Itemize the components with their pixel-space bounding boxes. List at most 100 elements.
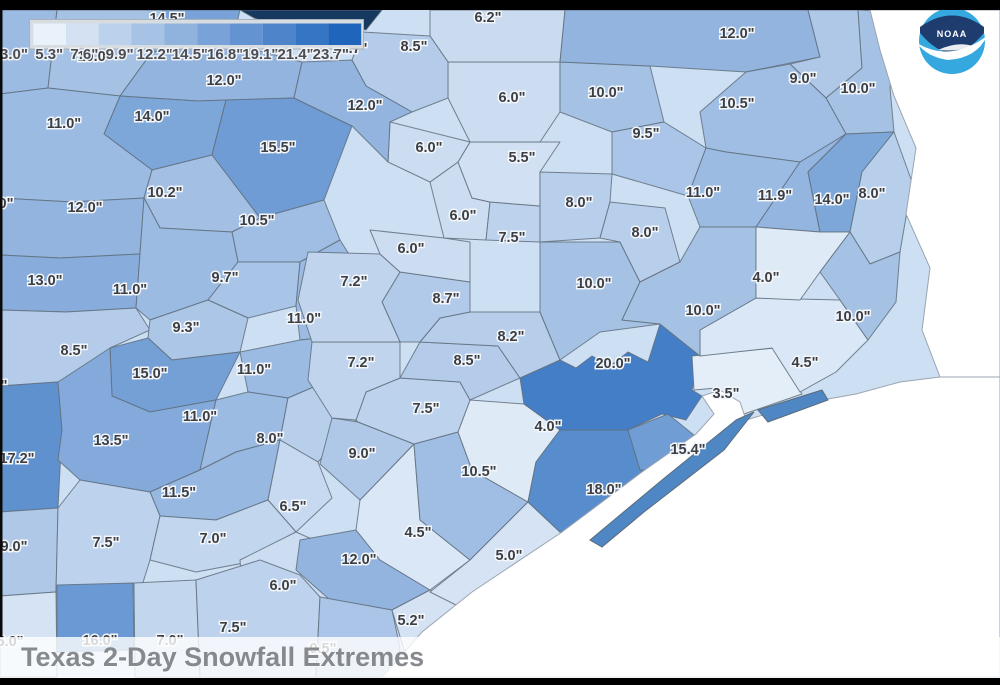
county-label: 8.0" [256,431,283,447]
legend-label: 5.3" [35,46,63,63]
county-label: 10.5" [719,96,754,112]
county-shape[interactable] [297,251,401,343]
seagull-wing-icon [938,44,973,51]
water-layer [380,9,1000,678]
county-shape[interactable] [307,341,401,421]
legend-swatch [164,23,198,45]
county-label: 10.0" [835,309,870,325]
county-label: 10.0" [685,303,720,319]
county-label: 9.3" [172,320,199,336]
map-title: Texas 2-Day Snowfall Extremes [21,642,425,672]
county-label: 7.5" [219,620,246,636]
county-label: 7.5" [412,401,439,417]
county-label: 12.0" [206,73,241,89]
county-label: 4.5" [791,355,818,371]
legend-swatch [295,23,329,45]
county-label: 6.2" [474,10,501,26]
county-label: 6.0" [397,241,424,257]
county-label: 20.0" [595,356,630,372]
county-label: 8.5" [60,343,87,359]
legend-label: 3.0" [0,46,28,63]
county-label: 13.0" [27,273,62,289]
title-bar: Texas 2-Day Snowfall Extremes [0,637,1000,678]
legend-label: 7.6" [70,46,98,63]
county-label: 8.0" [565,195,592,211]
noaa-logo-crest [920,15,984,53]
county-label: 9.0" [0,539,27,555]
county-label: 7.5" [92,535,119,551]
counties-layer [0,9,913,678]
county-labels-layer: 10.0"14.5"24.7"12.0"14.0"15.5"11.0"12.0"… [0,9,887,659]
county-label: 15.0" [132,366,167,382]
county-label: 6.0" [498,90,525,106]
county-label: 12.0" [719,26,754,42]
county-label: 18.0" [586,482,621,498]
county-label: 6.0" [415,140,442,156]
county-label: 17.2" [0,451,35,467]
county-shape[interactable] [267,439,333,533]
county-label: 12.0" [67,200,102,216]
county-shape[interactable] [819,231,901,341]
legend-swatches [33,23,362,45]
county-label: 9.7" [211,270,238,286]
county-label: 11.5" [162,485,196,501]
left-edge-bar [0,10,3,638]
county-label: 10.2" [147,185,182,201]
legend-label: 12.2" [137,46,173,63]
county-label: 6.5" [279,499,306,515]
county-label: 11.0" [183,409,217,425]
county-label: 11.0" [237,362,271,378]
county-label: 8.0" [858,186,885,202]
bottom-black-bar [0,678,1000,685]
county-label: 12.0" [341,552,376,568]
legend-swatch [98,23,132,45]
county-label: 13.5" [93,433,128,449]
legend-swatch [230,23,263,45]
county-label: 8.7" [432,291,459,307]
county-shape[interactable] [559,9,821,73]
county-label: 5.5" [508,150,535,166]
legend-swatch [197,23,230,45]
county-label: 10.5" [461,464,496,480]
noaa-logo: NOAA [917,8,987,74]
county-label: 10.0" [77,49,112,65]
county-label: 11.9" [758,188,792,204]
partial-county-label: 0" [0,196,13,212]
county-label: 9.0" [789,71,816,87]
county-shape[interactable] [419,311,561,379]
legend-label: 23.7" [313,46,349,63]
partial-county-label: " [1,378,8,394]
county-label: 4.5" [404,525,431,541]
county-label: 11.0" [287,311,321,327]
county-label: 4.0" [534,419,561,435]
county-shape[interactable] [0,381,63,513]
county-shape[interactable] [319,417,415,501]
county-shape[interactable] [293,59,413,163]
legend-swatch [131,23,165,45]
legend-swatch [328,23,362,45]
county-label: 6.0" [269,578,296,594]
legend-swatch [66,23,99,45]
legend-swatch [33,23,66,45]
county-label: 10.0" [840,81,875,97]
county-label: 12.0" [347,98,382,114]
legend-label: 19.1" [242,46,278,63]
county-label: 3.5" [712,386,739,402]
seagull-icon [917,36,987,60]
county-label: 10.5" [239,213,274,229]
legend-swatch [262,23,296,45]
top-black-bar [0,0,1000,10]
county-label: 10.0" [576,276,611,292]
county-label: 15.4" [670,442,705,458]
county-label: 5.2" [397,613,424,629]
county-label: 8.5" [453,353,480,369]
county-label: 14.0" [814,192,849,208]
noaa-logo-text: NOAA [937,29,968,39]
bolivar-peninsula [757,389,829,423]
county-label: 7.2" [340,274,367,290]
county-label: 7.2" [347,355,374,371]
county-label: 6.0" [449,208,476,224]
county-label: 8.2" [497,329,524,345]
county-label: 7.0" [199,531,226,547]
legend-label: 21.4" [277,46,313,63]
